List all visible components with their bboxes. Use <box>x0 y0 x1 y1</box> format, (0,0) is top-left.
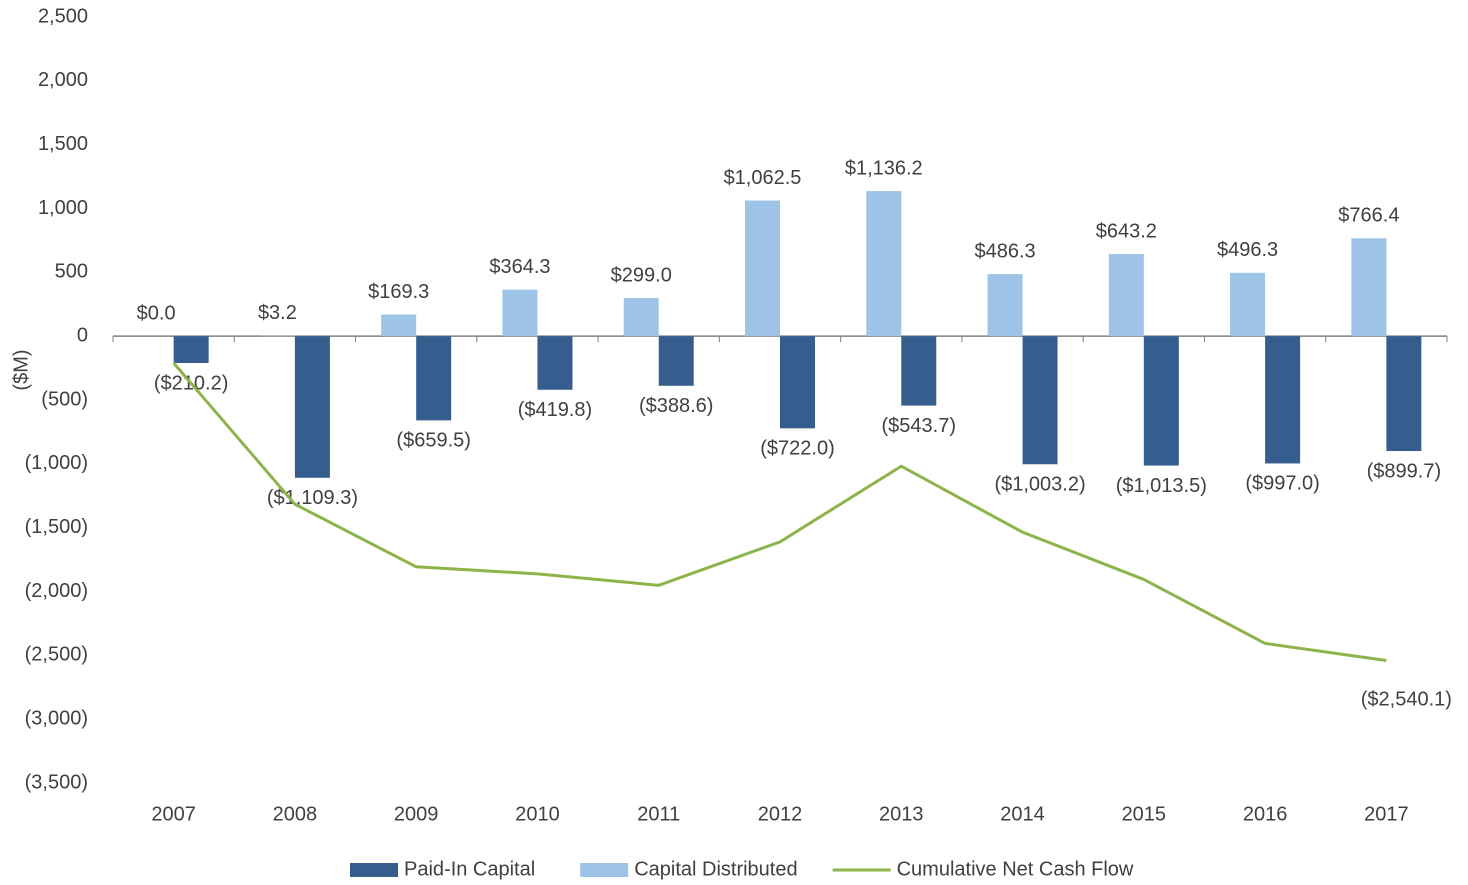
bar <box>1265 336 1301 464</box>
x-tick-label: 2015 <box>1122 803 1167 825</box>
x-tick-label: 2007 <box>151 803 196 825</box>
data-label: ($722.0) <box>760 438 835 460</box>
data-label: ($419.8) <box>518 399 593 421</box>
bar <box>416 336 452 421</box>
line <box>172 362 1387 662</box>
bar <box>623 297 659 337</box>
data-label: $0.0 <box>137 302 176 324</box>
data-label: ($997.0) <box>1245 473 1320 495</box>
data-label: ($1,013.5) <box>1116 475 1207 497</box>
y-tick-label: (2,500) <box>25 644 88 666</box>
bar <box>1108 254 1144 337</box>
legend-swatch <box>350 863 398 877</box>
data-label: $299.0 <box>611 264 672 286</box>
legend-label: Capital Distributed <box>634 858 797 880</box>
bar <box>1230 272 1266 337</box>
data-label: ($899.7) <box>1367 460 1442 482</box>
data-label: ($2,540.1) <box>1361 689 1452 711</box>
x-tick-label: 2012 <box>758 803 803 825</box>
data-label: $169.3 <box>368 281 429 303</box>
data-label: ($543.7) <box>882 415 957 437</box>
data-label: $1,136.2 <box>845 157 923 179</box>
y-tick-label: (1,000) <box>25 452 88 474</box>
data-label: ($1,003.2) <box>994 474 1085 496</box>
bar <box>537 336 573 390</box>
x-tick-label: 2010 <box>515 803 560 825</box>
bar <box>866 191 902 337</box>
x-tick-label: 2011 <box>637 803 680 825</box>
data-label: $643.2 <box>1096 220 1157 242</box>
legend-swatch <box>580 863 629 877</box>
x-tick-label: 2014 <box>1000 803 1045 825</box>
bar <box>381 314 417 337</box>
x-tick-label: 2009 <box>394 803 439 825</box>
bar <box>745 200 780 337</box>
bar <box>1386 336 1422 452</box>
y-tick-label: (500) <box>41 388 88 410</box>
bar <box>1022 336 1058 465</box>
y-tick-label: 500 <box>55 261 88 283</box>
y-tick-label: (2,000) <box>25 580 88 602</box>
bar <box>294 336 330 478</box>
y-tick-label: 2,500 <box>38 5 88 27</box>
bar <box>658 336 694 386</box>
data-label: ($388.6) <box>639 395 714 417</box>
data-label: $496.3 <box>1217 239 1278 261</box>
y-tick-label: 2,000 <box>38 69 88 91</box>
y-tick-label: 1,500 <box>38 133 88 155</box>
bar <box>901 336 937 406</box>
legend-label: Paid-In Capital <box>404 858 535 880</box>
y-tick-label: (3,500) <box>25 771 88 793</box>
x-tick-label: 2017 <box>1364 803 1409 825</box>
data-label: $3.2 <box>258 302 297 324</box>
data-label: $1,062.5 <box>724 167 802 189</box>
y-tick-label: (3,000) <box>25 707 88 729</box>
x-tick-label: 2016 <box>1243 803 1288 825</box>
bar <box>780 336 815 429</box>
y-tick-label: (1,500) <box>25 516 88 538</box>
data-label: ($1,109.3) <box>267 487 358 509</box>
bar <box>987 274 1023 337</box>
data-label: $766.4 <box>1338 205 1399 227</box>
bar <box>502 289 538 337</box>
x-tick-label: 2008 <box>273 803 318 825</box>
bar <box>1143 336 1179 466</box>
x-tick-label: 2013 <box>879 803 924 825</box>
legend-label: Cumulative Net Cash Flow <box>897 858 1134 880</box>
data-label: $364.3 <box>489 256 550 278</box>
y-axis-label: ($M) <box>10 349 32 390</box>
bar <box>1351 238 1387 337</box>
y-tick-label: 1,000 <box>38 197 88 219</box>
data-label: ($659.5) <box>396 430 471 452</box>
y-tick-label: 0 <box>77 324 88 346</box>
bar <box>173 336 209 364</box>
data-label: $486.3 <box>974 240 1035 262</box>
